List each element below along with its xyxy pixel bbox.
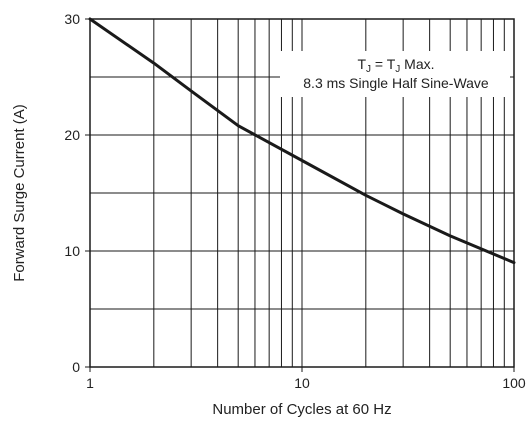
annotation-max-suffix: Max. bbox=[400, 56, 434, 72]
annotation-tj-max-subscript: J bbox=[395, 64, 400, 75]
y-tick-label: 30 bbox=[64, 11, 80, 27]
series-layer bbox=[88, 17, 516, 265]
annotation-line1: TJ = TJ Max. bbox=[357, 56, 434, 75]
y-tick-label: 10 bbox=[64, 243, 80, 259]
x-tick-label: 10 bbox=[294, 375, 310, 391]
y-tick-label: 20 bbox=[64, 127, 80, 143]
annotation-box: TJ = TJ Max. 8.3 ms Single Half Sine-Wav… bbox=[280, 51, 510, 97]
y-tick-label: 0 bbox=[72, 359, 80, 375]
annotation-background bbox=[280, 51, 510, 97]
x-axis-label: Number of Cycles at 60 Hz bbox=[212, 401, 391, 418]
annotation-line2: 8.3 ms Single Half Sine-Wave bbox=[303, 75, 489, 91]
x-tick-label: 1 bbox=[86, 375, 94, 391]
x-tick-label: 100 bbox=[502, 375, 526, 391]
annotation-tj-subscript: J bbox=[366, 64, 371, 75]
annotation-tj-symbol: T bbox=[357, 56, 366, 72]
series-line bbox=[88, 17, 516, 265]
y-axis-label: Forward Surge Current (A) bbox=[11, 104, 28, 282]
axis-ticks: 1 10 100 0 10 20 30 bbox=[64, 11, 525, 391]
annotation-equals-t: = T bbox=[371, 56, 396, 72]
